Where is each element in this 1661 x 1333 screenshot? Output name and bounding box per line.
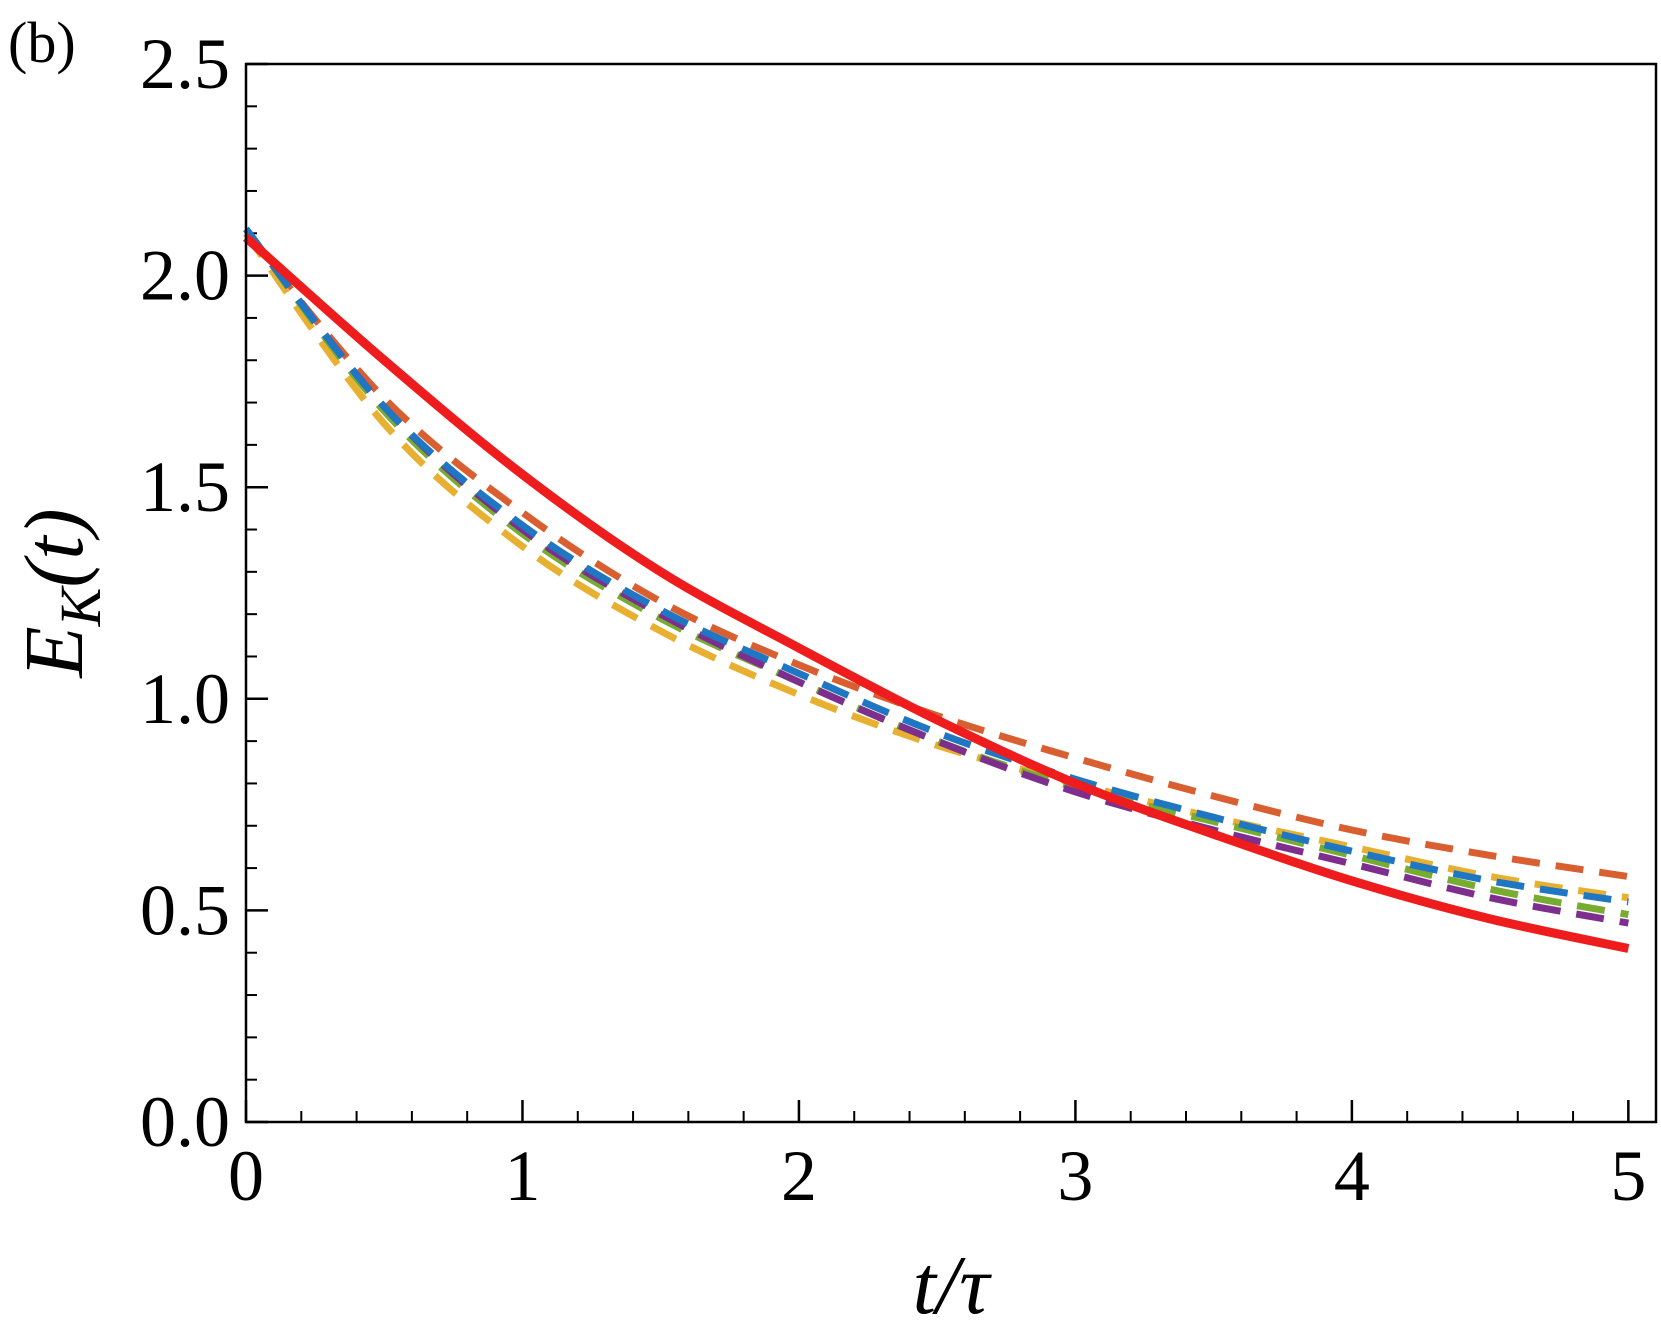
series-layer xyxy=(243,226,1630,953)
x-tick-label: 3 xyxy=(1057,1136,1093,1216)
series-line-6 xyxy=(243,226,1629,906)
series-line-2 xyxy=(243,231,1629,880)
y-axis-title-subscript: K xyxy=(48,584,113,627)
y-tick-label: 0.5 xyxy=(140,870,230,950)
x-tick-label: 1 xyxy=(504,1136,540,1216)
y-axis-title-arg: (t) xyxy=(8,508,101,587)
x-tick-label: 2 xyxy=(781,1136,817,1216)
y-tick-label: 1.5 xyxy=(140,447,230,527)
series-line-3 xyxy=(243,231,1629,902)
x-axis-title-text: t/τ xyxy=(913,1239,993,1332)
x-tick-label: 4 xyxy=(1334,1136,1370,1216)
series-line-4 xyxy=(243,226,1630,919)
series-line-5 xyxy=(243,226,1630,927)
y-tick-label: 0.0 xyxy=(140,1082,230,1162)
plot-frame xyxy=(244,62,1658,1124)
x-tick-label: 5 xyxy=(1610,1136,1646,1216)
x-tick-label: 0 xyxy=(228,1136,264,1216)
y-axis-title: EK(t) xyxy=(8,508,113,678)
y-tick-label: 1.0 xyxy=(140,659,230,739)
y-tick-label: 2.5 xyxy=(140,24,230,104)
panel-label: (b) xyxy=(8,10,76,75)
y-tick-label: 2.0 xyxy=(140,236,230,316)
ticks-layer: 0 1 2 3 4 5 0.0 0.5 1.0 1.5 2.0 2.5 xyxy=(140,24,1646,1216)
x-axis-title: t/τ xyxy=(913,1239,993,1332)
series-line-1 xyxy=(243,234,1630,953)
